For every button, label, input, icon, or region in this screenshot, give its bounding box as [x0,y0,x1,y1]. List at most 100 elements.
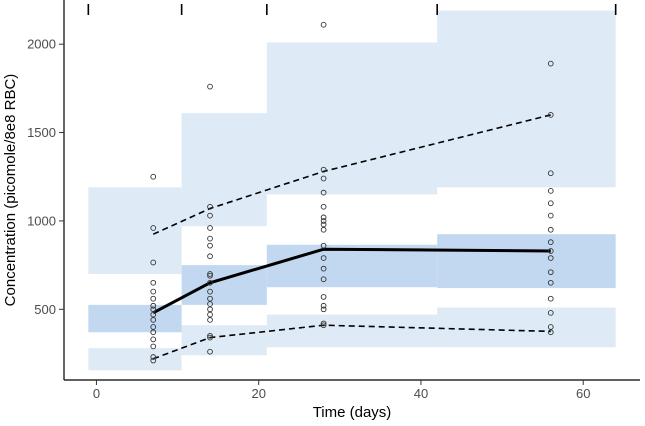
observation-point-2-17 [320,322,327,329]
observation-point-3-14 [547,324,554,330]
observation-point-2-9 [320,242,327,249]
observation-point-1-7 [207,271,213,277]
x-tick-label-3: 60 [576,386,590,401]
observation-point-2-8 [320,226,327,233]
observation-point-2-3 [320,189,327,196]
x-axis-title: Time (days) [313,404,392,421]
percentile-bands-outer [88,10,616,371]
observation-point-3-11 [547,279,554,286]
observation-point-2-15 [320,306,327,313]
observation-point-3-15 [547,329,554,336]
observation-point-2-0 [320,21,327,28]
observation-point-1-6 [207,253,213,260]
observation-point-1-17 [207,334,213,341]
band-5th-bin-3 [437,307,616,348]
observation-point-0-5 [150,295,157,302]
observation-point-1-1 [207,203,213,210]
observation-point-3-13 [547,309,554,316]
band-median-bin-3 [437,234,616,289]
observation-point-0-8 [150,311,157,318]
y-tick-label-2: 1500 [27,125,56,140]
observation-point-1-2 [207,212,213,219]
percentile-bands-median [88,234,616,333]
observation-point-3-0 [547,60,554,67]
observation-point-3-5 [547,212,554,219]
observation-point-2-5 [320,214,327,221]
axes [63,0,640,381]
observation-point-2-6 [320,218,327,224]
observation-point-1-4 [207,235,213,242]
observation-point-0-9 [150,317,157,323]
band-median-bin-2 [266,244,438,288]
observation-point-0-2 [150,259,157,266]
observation-point-1-10 [207,288,213,295]
observation-point-3-4 [547,200,554,207]
observation-point-0-10 [150,324,157,330]
observation-point-1-5 [207,242,213,249]
observation-point-3-9 [547,255,554,261]
observation-point-3-6 [547,226,554,233]
observation-point-1-14 [207,311,213,318]
observation-point-2-12 [320,276,327,283]
observation-point-0-14 [150,354,157,360]
observation-point-0-0 [150,173,157,180]
observation-point-1-3 [207,225,213,231]
band-95th-bin-1 [181,113,267,227]
observation-point-2-1 [320,166,327,173]
observation-point-3-2 [547,170,554,177]
band-95th-bin-2 [266,42,438,195]
observation-point-0-4 [150,288,157,295]
observation-point-1-13 [207,306,213,313]
bin-edge-marks [87,4,617,15]
observation-point-3-3 [547,188,554,194]
band-5th-bin-0 [88,348,182,371]
x-axis-ticks: 0 20 40 60 [93,380,590,401]
band-95th-bin-3 [437,10,616,188]
band-95th-bin-0 [88,187,182,274]
y-axis-ticks: 500 1000 1500 2000 [27,37,64,317]
observation-point-2-4 [320,203,327,210]
observation-point-0-3 [150,279,157,286]
observation-point-3-10 [547,269,554,276]
band-5th-bin-1 [181,325,267,356]
observation-point-0-12 [150,336,157,343]
y-axis-title: Concentration (picomole/8e8 RBC) [2,74,19,307]
observation-point-2-10 [320,255,327,261]
band-5th-bin-2 [266,314,438,348]
observation-point-0-6 [150,302,157,309]
observation-point-1-9 [207,279,213,286]
observation-point-0-7 [150,306,157,313]
series-line-0 [152,247,551,315]
observation-point-1-16 [207,332,213,339]
observation-point-0-15 [150,357,157,364]
series-line-1 [152,114,551,235]
observation-point-1-0 [207,83,213,90]
observation-point-2-16 [320,320,327,327]
observation-point-1-15 [207,317,213,323]
x-tick-label-0: 0 [93,386,100,401]
observation-point-2-2 [320,175,327,182]
observation-point-1-8 [207,272,213,279]
observation-point-0-13 [150,343,157,350]
x-tick-label-2: 40 [414,386,428,401]
observation-point-2-7 [320,221,327,228]
observation-point-3-1 [547,112,554,118]
y-tick-label-3: 2000 [27,37,56,52]
observation-point-1-11 [207,295,213,302]
series-line-2 [152,324,551,360]
y-tick-label-1: 1000 [27,213,56,228]
observation-point-2-13 [320,294,327,300]
observation-point-2-11 [320,265,327,272]
y-tick-label-0: 500 [34,302,56,317]
band-median-bin-0 [88,304,182,333]
observation-point-1-12 [207,301,213,307]
observation-point-3-8 [547,248,554,254]
observation-point-0-1 [150,225,157,231]
observation-point-1-18 [207,348,213,355]
observation-point-3-12 [547,295,554,302]
observation-point-3-7 [547,239,554,245]
observation-point-2-14 [320,302,327,309]
x-tick-label-1: 20 [251,386,265,401]
observation-point-0-11 [150,329,157,336]
